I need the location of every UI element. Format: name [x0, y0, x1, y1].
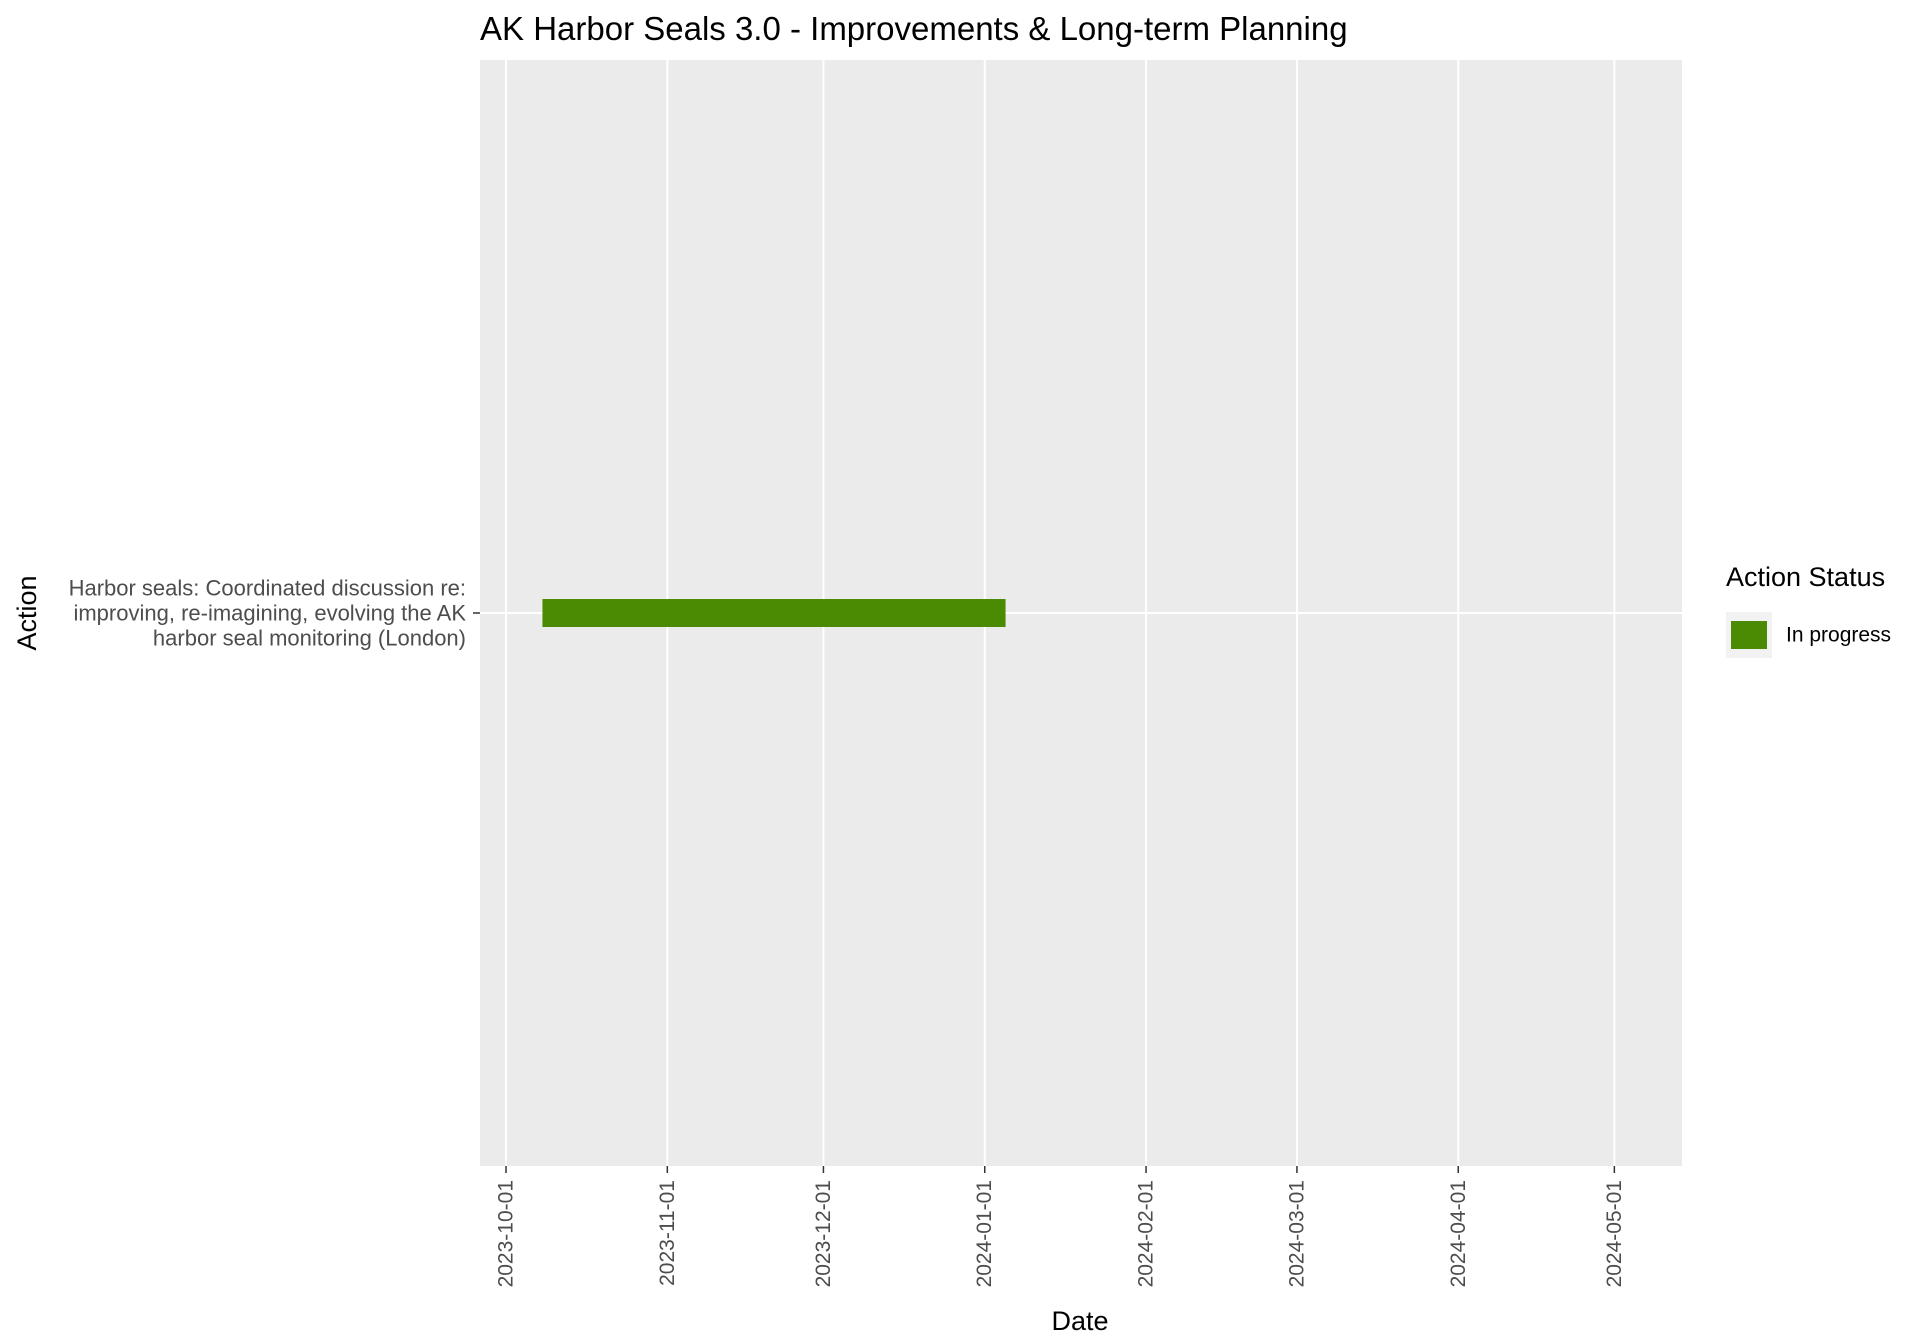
x-tick-label: 2024-05-01	[1603, 1180, 1626, 1287]
x-tick-label: 2024-02-01	[1135, 1180, 1158, 1287]
legend-title: Action Status	[1726, 562, 1885, 592]
task-bar	[542, 599, 1006, 627]
y-category-label: Harbor seals: Coordinated discussion re:	[69, 576, 466, 601]
x-tick-label: 2024-01-01	[973, 1180, 996, 1287]
x-tick-label: 2023-11-01	[656, 1180, 679, 1286]
bars	[542, 599, 1006, 627]
x-axis-title: Date	[1051, 1306, 1108, 1336]
x-tick-label: 2024-03-01	[1285, 1180, 1308, 1287]
y-axis: Harbor seals: Coordinated discussion re:…	[69, 576, 480, 651]
y-category-label: improving, re-imagining, evolving the AK	[73, 601, 466, 626]
legend-label: In progress	[1786, 624, 1891, 647]
x-tick-label: 2023-12-01	[812, 1180, 835, 1287]
y-category-label: harbor seal monitoring (London)	[153, 626, 466, 651]
legend-key-swatch	[1731, 621, 1767, 649]
y-axis-title: Action	[12, 575, 42, 650]
x-axis: 2023-10-01 2023-11-01 2023-12-01 2024-01-01…	[495, 1166, 1626, 1287]
legend: Action Status In progress	[1726, 562, 1891, 658]
x-tick-label: 2024-04-01	[1447, 1180, 1470, 1287]
chart-title: AK Harbor Seals 3.0 - Improvements & Lon…	[480, 10, 1348, 47]
x-tick-label: 2023-10-01	[495, 1180, 518, 1287]
